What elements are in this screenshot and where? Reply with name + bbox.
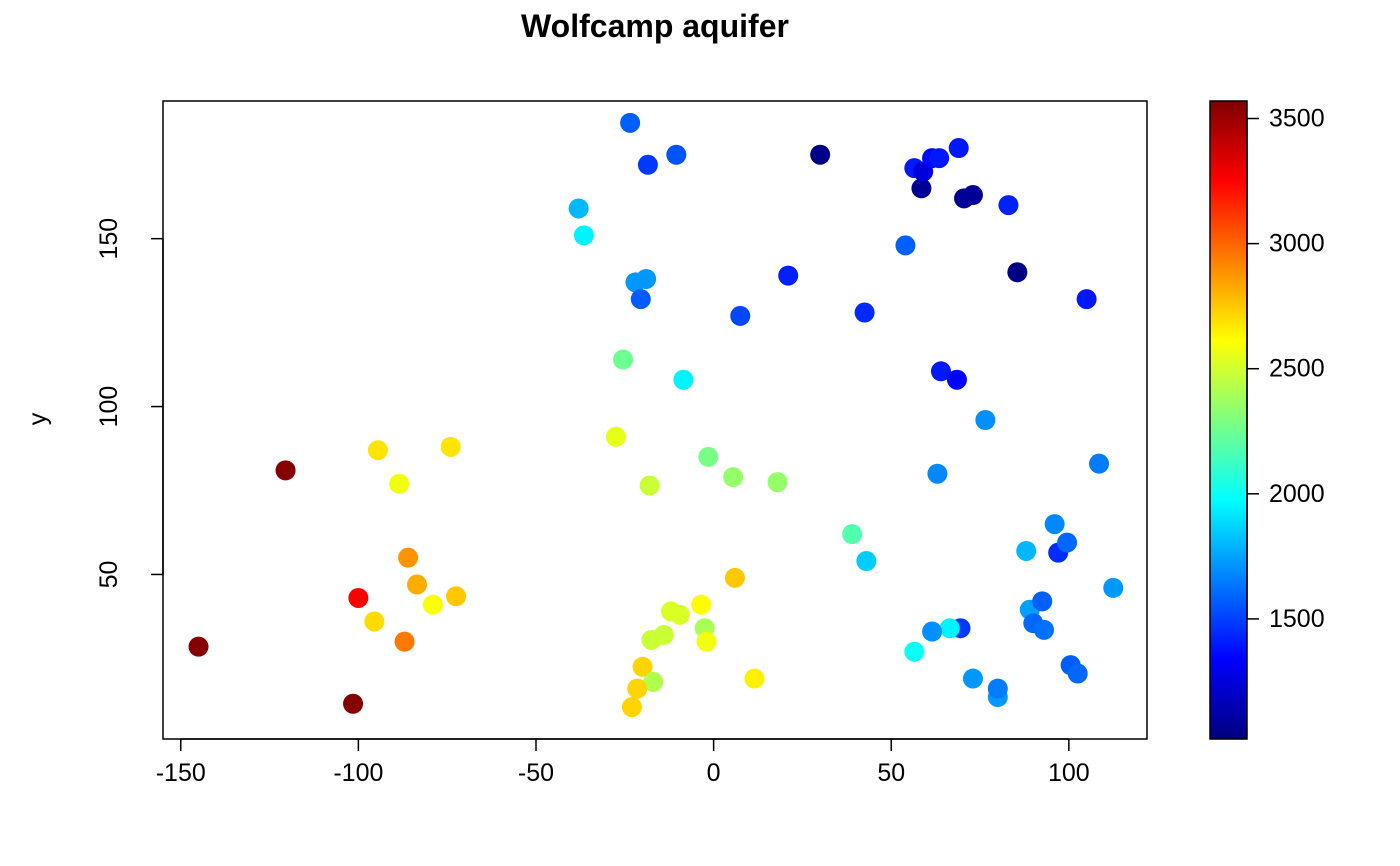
x-tick-label: -150 [156, 759, 206, 787]
data-point-21 [998, 195, 1019, 216]
data-point-10 [810, 144, 831, 165]
data-point-70 [188, 636, 209, 657]
data-point-49 [422, 594, 443, 615]
data-point-22 [1007, 262, 1028, 283]
y-axis-label: y [24, 412, 52, 425]
data-point-48 [406, 574, 427, 595]
x-tick-label: 0 [707, 759, 721, 787]
data-point-24 [613, 349, 634, 370]
data-point-52 [364, 611, 385, 632]
data-point-81 [1067, 663, 1088, 684]
data-point-6 [636, 268, 657, 289]
data-point-36 [275, 460, 296, 481]
data-point-42 [1016, 540, 1037, 561]
data-point-1 [666, 144, 687, 165]
data-point-12 [895, 235, 916, 256]
data-point-3 [568, 198, 589, 219]
data-point-39 [389, 473, 410, 494]
data-point-33 [767, 472, 788, 493]
data-point-37 [367, 440, 388, 461]
data-point-8 [730, 305, 751, 326]
y-tick-label: 50 [95, 561, 123, 589]
data-point-40 [842, 524, 863, 545]
data-point-57 [669, 604, 690, 625]
data-point-35 [927, 463, 948, 484]
colorbar-tick-label: 3500 [1269, 105, 1325, 133]
data-point-14 [911, 178, 932, 199]
x-tick-label: -100 [333, 759, 383, 787]
x-tick-label: -50 [518, 759, 554, 787]
data-point-54 [724, 567, 745, 588]
data-point-30 [605, 426, 626, 447]
data-point-25 [673, 369, 694, 390]
data-point-7 [630, 289, 651, 310]
data-point-72 [632, 656, 653, 677]
y-axis: 50 100 150 [95, 218, 164, 589]
y-tick-label: 100 [95, 386, 123, 428]
data-point-38 [440, 436, 461, 457]
data-point-9 [778, 265, 799, 286]
data-point-67 [939, 618, 960, 639]
data-point-2 [637, 154, 658, 175]
data-point-68 [922, 621, 943, 642]
colorbar-tick-label: 2000 [1269, 480, 1325, 508]
data-point-76 [744, 668, 765, 689]
data-point-27 [946, 369, 967, 390]
data-point-43 [1044, 514, 1065, 535]
colorbar-tick-label: 1500 [1269, 605, 1325, 633]
data-point-26 [930, 361, 951, 382]
data-point-23 [1076, 289, 1097, 310]
data-point-60 [641, 629, 662, 650]
data-point-77 [962, 668, 983, 689]
data-point-31 [698, 446, 719, 467]
data-point-29 [1089, 453, 1110, 474]
data-point-61 [696, 631, 717, 652]
data-point-79 [987, 678, 1008, 699]
data-point-0 [620, 112, 641, 133]
colorbar-tick-label: 2500 [1269, 355, 1325, 383]
data-point-63 [1032, 591, 1053, 612]
points-layer [188, 112, 1124, 718]
x-axis: -150 -100 -50 0 50 100 [156, 738, 1090, 787]
data-point-53 [394, 631, 415, 652]
data-point-34 [639, 475, 660, 496]
data-point-69 [904, 641, 925, 662]
colorbar-axis: 1500 2000 2500 3000 3500 [1246, 105, 1325, 633]
data-point-28 [975, 410, 996, 430]
data-point-41 [856, 551, 877, 572]
data-point-74 [627, 678, 648, 699]
data-point-18 [948, 138, 969, 159]
data-point-65 [1033, 619, 1054, 640]
data-point-4 [573, 225, 594, 246]
data-point-17 [929, 148, 950, 169]
chart-title: Wolfcamp aquifer [521, 8, 789, 44]
colorbar [1210, 101, 1247, 739]
data-point-32 [723, 467, 744, 488]
x-tick-label: 100 [1048, 759, 1090, 787]
data-point-51 [348, 587, 369, 608]
data-point-50 [446, 586, 467, 607]
data-point-71 [343, 693, 364, 714]
y-tick-label: 150 [95, 218, 123, 260]
data-point-73 [643, 671, 664, 692]
data-point-47 [398, 547, 419, 568]
x-tick-label: 50 [877, 759, 905, 787]
data-point-46 [1103, 577, 1124, 598]
data-point-11 [854, 302, 875, 323]
data-point-75 [621, 697, 642, 718]
data-point-55 [691, 594, 712, 615]
data-point-45 [1057, 532, 1078, 553]
colorbar-tick-label: 3000 [1269, 230, 1325, 258]
data-point-20 [962, 185, 983, 206]
